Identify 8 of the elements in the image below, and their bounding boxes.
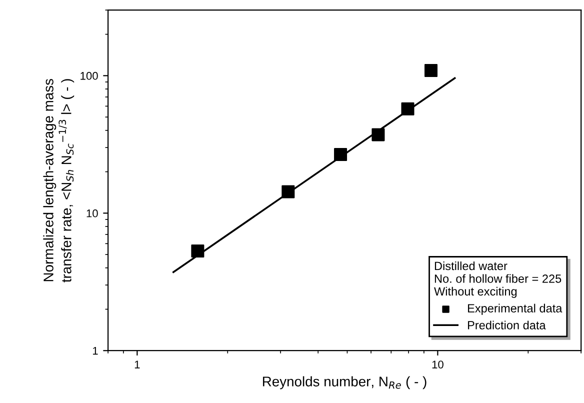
y-tick-label: 10 [86, 209, 98, 218]
y-tick-label: 1 [92, 346, 98, 355]
legend-label: Prediction data [468, 320, 546, 330]
legend-label: Experimental data [468, 304, 562, 315]
x-axis-title: Reynolds number, N$_{Re}$ ( - ) [262, 376, 426, 390]
legend-title: Distilled water No. of hollow fiber = 225 Without exciting [434, 261, 562, 298]
y-axis-title: Normalized length-average mass transfer rate, <N$_{Sh}$ N$_{Sc}$$^{−1/3}$ l> ( - ) [43, 78, 74, 282]
y-tick-label: 100 [80, 72, 98, 80]
